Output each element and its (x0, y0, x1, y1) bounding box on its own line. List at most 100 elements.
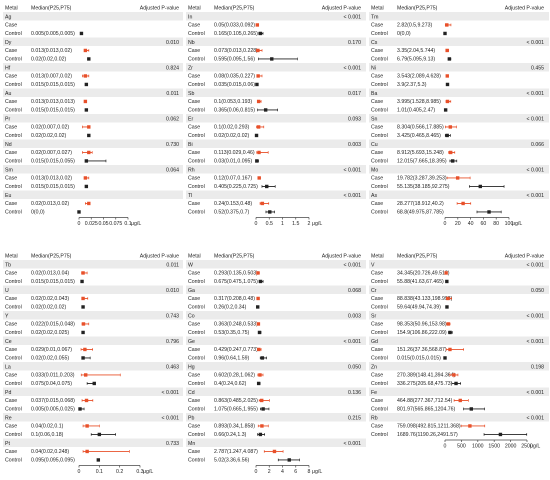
p-value-label: < 0.001 (344, 441, 362, 447)
x-tick-label: 20 (455, 221, 461, 227)
metal-row-band (369, 63, 549, 72)
case-row-label: Case (5, 74, 17, 80)
p-value-label: 0.003 (348, 142, 361, 148)
p-value-label: 0.136 (348, 390, 361, 396)
control-row-label: Control (188, 82, 205, 88)
metal-name: As (371, 193, 377, 199)
control-row-label: Control (5, 184, 22, 190)
x-tick-label: 2000 (505, 444, 517, 450)
metal-row-band (186, 190, 366, 199)
metal-row-band (186, 37, 366, 46)
control-median-marker (256, 381, 261, 386)
x-tick-label: 0.025 (85, 221, 98, 227)
column-header-pvalue: Adjusted P-value (322, 254, 361, 260)
p-value-label: < 0.001 (162, 390, 180, 396)
control-median-text: 55.88(41.63,67.465) (397, 279, 444, 285)
metal-row-band (369, 139, 549, 148)
control-row-label: Control (371, 279, 388, 285)
metal-name: Ge (188, 339, 195, 345)
x-tick-label: 1.5 (292, 221, 299, 227)
case-row-label: Case (5, 322, 17, 328)
case-median-marker (258, 373, 262, 377)
case-median-marker (87, 150, 91, 155)
metal-row-band (369, 88, 549, 97)
control-row-label: Control (371, 57, 388, 63)
control-median-text: 0(0,0) (31, 210, 45, 216)
case-median-text: 464.88(277.367,712.54) (397, 398, 453, 404)
column-header-metal: Metal (5, 254, 18, 260)
p-value-label: 0.743 (166, 313, 179, 319)
case-median-text: 0.293(0.135,0.503) (214, 271, 258, 277)
x-tick-label: 2 (268, 469, 271, 475)
control-median-marker (80, 279, 84, 284)
case-median-text: 0.08(0.035,0.227) (214, 74, 255, 80)
case-median-text: 19.782(3.287,39.253) (397, 176, 447, 182)
x-tick-label: 0.1 (96, 469, 103, 475)
case-median-marker (83, 347, 87, 352)
control-row-label: Control (5, 82, 22, 88)
case-row-label: Case (5, 424, 17, 430)
case-row-label: Case (5, 150, 17, 156)
p-value-label: 0.733 (166, 441, 179, 447)
control-row-label: Control (5, 432, 22, 438)
metal-name: Ga (188, 288, 195, 294)
metal-name: U (5, 288, 9, 294)
metal-row-band (3, 285, 183, 294)
control-row-label: Control (188, 279, 205, 285)
case-median-marker (85, 424, 89, 428)
control-row-label: Control (5, 133, 22, 139)
control-median-text: 68.8(49.975,87.785) (397, 210, 444, 216)
case-median-text: 0.863(0.485,2.025) (214, 398, 258, 404)
control-median-text: 0.035(0.015,0.06) (214, 82, 255, 88)
metal-name: Pb (188, 415, 194, 421)
control-median-marker (454, 381, 458, 386)
p-value-label: 0.066 (531, 142, 544, 148)
case-median-text: 98.353(50.96,153.98) (397, 322, 447, 328)
metal-row-band (369, 165, 549, 174)
case-row-label: Case (371, 347, 383, 353)
case-median-text: 3.543(2.089,4.628) (397, 74, 441, 80)
case-median-marker (260, 201, 265, 206)
case-median-text: 759.098(492.815,1211.368) (397, 424, 461, 430)
case-median-marker (85, 449, 89, 454)
case-median-marker (272, 449, 277, 454)
control-median-text: 0.03(0.01,0.095) (214, 159, 252, 165)
case-median-marker (81, 271, 85, 275)
case-median-marker (452, 373, 456, 377)
x-tick-label: 8 (308, 469, 311, 475)
case-row-label: Case (188, 373, 200, 379)
metal-name: Bi (188, 142, 193, 148)
metal-name: Pr (5, 116, 10, 122)
column-header-pvalue: Adjusted P-value (505, 6, 544, 12)
control-median-marker (84, 108, 89, 112)
metal-name: Sr (371, 313, 376, 319)
control-median-marker (79, 31, 84, 36)
control-median-text: 0.96(0.64,1.59) (214, 356, 249, 362)
case-median-marker (257, 347, 261, 352)
metal-row-band (186, 336, 366, 345)
case-median-text: 34.345(20.726,49.513) (397, 271, 450, 277)
control-median-marker (78, 407, 82, 411)
case-median-marker (260, 424, 264, 428)
case-row-label: Case (5, 347, 17, 353)
case-median-text: 0.073(0.013,0.228) (214, 48, 258, 54)
case-row-label: Case (188, 296, 200, 302)
case-median-marker (256, 125, 261, 129)
control-row-label: Control (188, 356, 205, 362)
p-value-label: 0.011 (166, 91, 179, 97)
p-value-label: < 0.001 (344, 14, 362, 20)
control-median-marker (448, 330, 452, 335)
metal-name: Fe (371, 390, 377, 396)
metal-name: Hf (5, 65, 11, 71)
p-value-label: 0.011 (166, 262, 179, 268)
metal-row-band (186, 114, 366, 123)
case-median-marker (448, 347, 452, 352)
column-header-median: Median(P25,P75) (214, 254, 255, 260)
case-row-label: Case (188, 150, 200, 156)
x-axis-unit: μg/L (512, 221, 522, 227)
control-median-text: 0.015(0.015,0.015) (31, 279, 75, 285)
p-value-label: < 0.001 (527, 313, 545, 319)
case-median-marker (256, 271, 260, 275)
control-median-text: 0.405(0.225,0.725) (214, 184, 258, 190)
